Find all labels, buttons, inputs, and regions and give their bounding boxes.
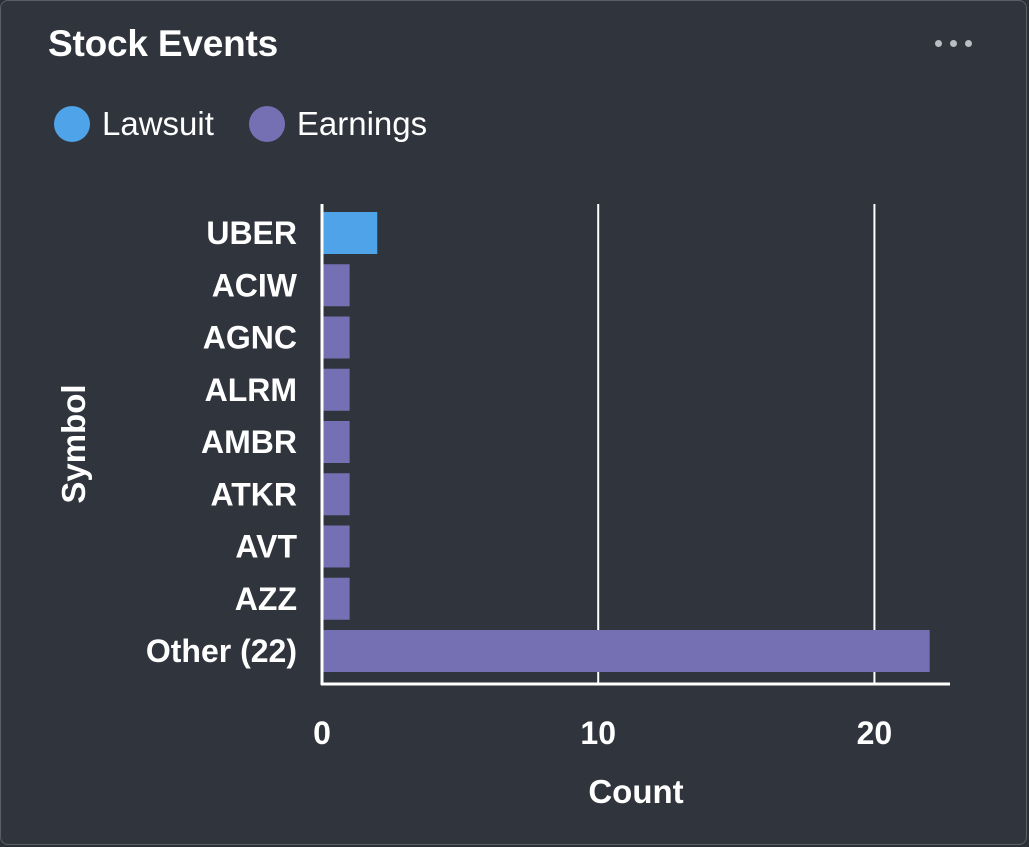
chart-legend: Lawsuit Earnings [54,104,462,144]
bar-earnings[interactable] [323,264,350,307]
bar-earnings[interactable] [323,525,350,568]
bar-earnings[interactable] [323,421,350,463]
bar-earnings[interactable] [323,577,350,620]
x-tick-label: 0 [313,715,331,751]
y-tick-label: ALRM [205,372,297,408]
y-tick-label: AVT [235,529,297,565]
legend-swatch-lawsuit [54,106,90,142]
bar-earnings[interactable] [323,630,930,672]
x-tick-label: 10 [580,715,616,751]
y-tick-label: ACIW [212,267,298,303]
x-axis-title: Count [588,773,683,810]
more-options-icon[interactable] [929,29,979,57]
y-tick-label: AGNC [203,320,297,356]
legend-item-earnings[interactable]: Earnings [248,105,428,143]
more-dot [950,40,957,47]
legend-label-earnings: Earnings [296,105,428,142]
bar-earnings[interactable] [323,473,350,516]
bar-earnings[interactable] [323,316,350,359]
x-tick-label: 20 [857,715,893,751]
y-tick-label: AMBR [201,424,297,460]
bar-lawsuit[interactable] [323,212,378,254]
y-tick-label: Other (22) [146,633,297,669]
y-tick-label: AZZ [235,581,297,617]
legend-label-lawsuit: Lawsuit [102,105,214,142]
legend-item-lawsuit[interactable]: Lawsuit [54,105,214,143]
chart-title: Stock Events [48,23,278,64]
y-tick-label: UBER [206,215,297,251]
bar-earnings[interactable] [323,368,350,411]
more-dot [965,40,972,47]
legend-swatch-earnings [248,106,285,142]
y-axis-title: Symbol [55,384,92,503]
y-tick-label: ATKR [211,476,298,512]
more-dot [935,40,942,47]
